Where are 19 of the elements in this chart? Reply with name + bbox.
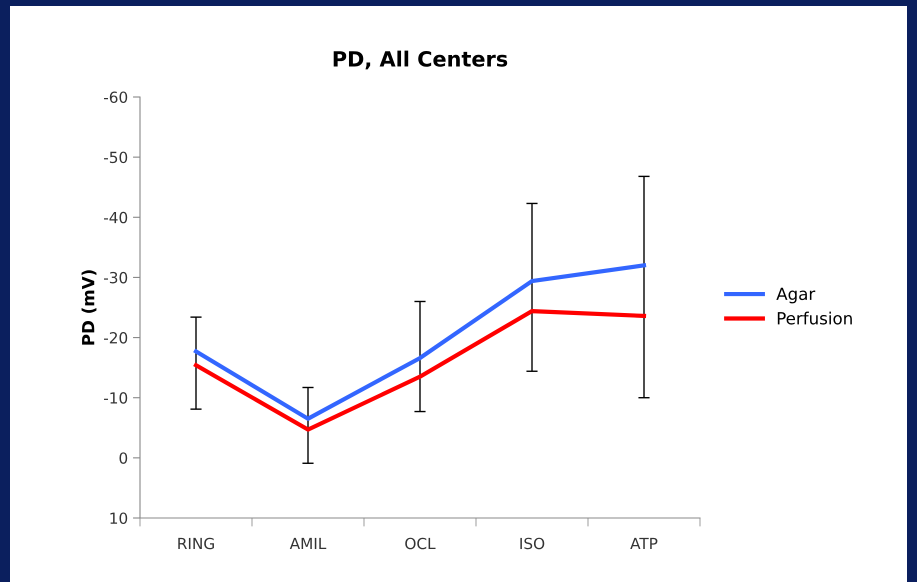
y-tick-label: -50 — [104, 152, 128, 164]
y-tick-label: -10 — [104, 392, 128, 404]
x-tick-label: ATP — [630, 538, 658, 550]
line-series — [194, 263, 646, 421]
line-series — [194, 309, 646, 432]
x-tick-label: AMIL — [290, 538, 326, 550]
y-tick-label: -20 — [104, 332, 128, 344]
x-tick-label: RING — [178, 538, 214, 550]
y-axis-title: PD (mV) — [82, 270, 96, 345]
legend-label: Perfusion — [778, 312, 852, 325]
y-tick-label: -60 — [104, 91, 128, 104]
x-tick-label: ISO — [520, 538, 544, 550]
y-tick-label: 10 — [110, 512, 128, 524]
legend-label: Agar — [776, 288, 816, 304]
chart-title: PD, All Centers — [334, 50, 508, 70]
y-tick-label: -30 — [104, 272, 128, 284]
y-tick-label: -40 — [104, 212, 128, 224]
x-tick-label: OCL — [405, 538, 436, 550]
y-tick-label: 0 — [119, 452, 128, 464]
